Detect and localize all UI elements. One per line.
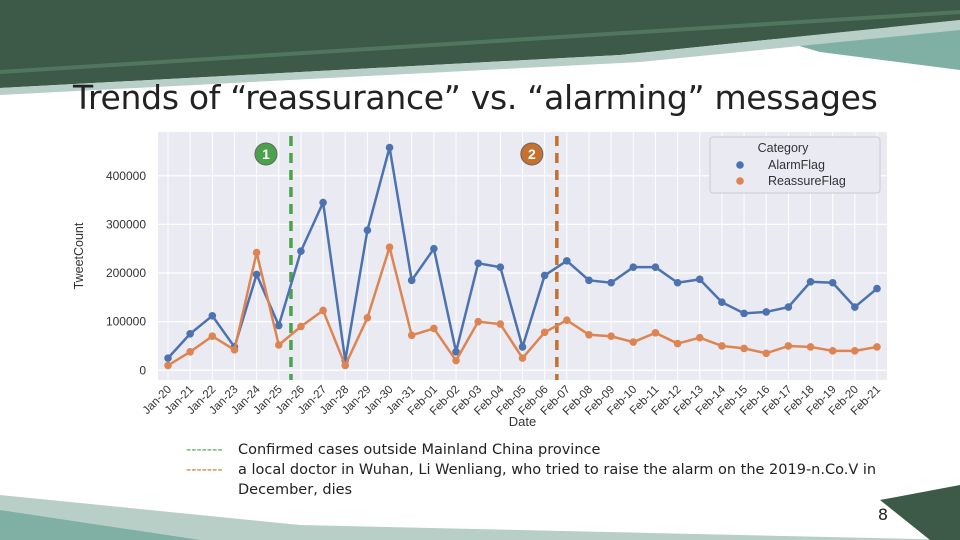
legend-title: Category xyxy=(758,141,809,155)
data-point-alarmflag xyxy=(208,312,217,320)
green-dash-marker: ------- xyxy=(186,442,223,458)
data-point-reassureflag xyxy=(540,328,549,337)
page-number: 8 xyxy=(877,505,888,524)
note-text-doctor: a local doctor in Wuhan, Li Wenliang, wh… xyxy=(238,462,877,498)
y-tick-label: 400000 xyxy=(106,169,146,183)
data-point-alarmflag xyxy=(828,278,837,287)
data-point-alarmflag xyxy=(518,343,527,351)
data-point-alarmflag xyxy=(474,259,482,268)
note-text-confirmed-cases: Confirmed cases outside Mainland China p… xyxy=(238,442,601,458)
data-point-alarmflag xyxy=(407,276,416,285)
legend-label: AlarmFlag xyxy=(768,158,825,172)
legend-marker xyxy=(736,161,744,169)
data-point-reassureflag xyxy=(806,343,815,351)
data-point-reassureflag xyxy=(851,347,859,355)
data-point-alarmflag xyxy=(496,263,505,271)
data-point-reassureflag xyxy=(474,317,482,326)
footer-decoration xyxy=(0,485,960,540)
legend-label: ReassureFlag xyxy=(768,174,846,188)
data-point-reassureflag xyxy=(496,320,505,328)
data-point-alarmflag xyxy=(186,330,194,338)
data-point-reassureflag xyxy=(274,341,283,349)
y-tick-label: 300000 xyxy=(106,217,146,231)
slide-title: Trends of “reassurance” vs. “alarming” m… xyxy=(73,78,878,117)
data-point-alarmflag xyxy=(784,303,793,311)
data-point-reassureflag xyxy=(297,322,305,331)
data-point-alarmflag xyxy=(452,347,460,356)
data-point-alarmflag xyxy=(363,226,372,235)
data-point-reassureflag xyxy=(319,306,327,315)
footer-light-band xyxy=(0,495,960,540)
data-point-reassureflag xyxy=(607,332,615,341)
data-point-alarmflag xyxy=(385,143,394,152)
y-tick-label: 100000 xyxy=(106,315,146,329)
data-point-reassureflag xyxy=(186,347,194,356)
data-point-alarmflag xyxy=(629,263,638,271)
data-point-alarmflag xyxy=(806,277,815,286)
banner-light-band xyxy=(0,20,960,95)
data-point-alarmflag xyxy=(718,298,726,306)
data-point-alarmflag xyxy=(540,271,549,280)
data-point-alarmflag xyxy=(274,321,283,330)
data-point-alarmflag xyxy=(651,263,660,271)
y-tick-label: 200000 xyxy=(106,266,146,280)
data-point-reassureflag xyxy=(452,356,460,365)
data-point-alarmflag xyxy=(873,284,881,293)
note-row-doctor: ------- a local doctor in Wuhan, Li Wenl… xyxy=(186,460,878,500)
data-point-reassureflag xyxy=(828,347,837,355)
chart-notes: ------- Confirmed cases outside Mainland… xyxy=(186,440,878,500)
data-point-reassureflag xyxy=(385,243,394,252)
data-point-reassureflag xyxy=(407,331,416,340)
data-point-alarmflag xyxy=(673,278,682,287)
data-point-alarmflag xyxy=(607,278,615,287)
data-point-reassureflag xyxy=(363,313,372,322)
data-point-alarmflag xyxy=(319,198,327,207)
footer-dark-band xyxy=(880,485,960,540)
data-point-reassureflag xyxy=(563,316,571,324)
data-point-alarmflag xyxy=(585,276,593,285)
event-marker-label: 2 xyxy=(528,146,536,162)
data-point-reassureflag xyxy=(873,343,881,351)
data-point-alarmflag xyxy=(164,354,172,362)
y-tick-label: 0 xyxy=(139,363,146,377)
data-point-reassureflag xyxy=(252,248,261,257)
x-axis-label: Date xyxy=(509,414,536,429)
data-point-reassureflag xyxy=(651,329,660,337)
data-point-reassureflag xyxy=(230,346,239,354)
data-point-reassureflag xyxy=(718,342,726,350)
legend-box xyxy=(709,136,881,194)
event-marker-label: 1 xyxy=(262,146,270,162)
data-point-reassureflag xyxy=(341,361,350,370)
data-point-alarmflag xyxy=(740,309,748,318)
line-chart: 0 100000 200000 300000 400000 Jan-20 Jan-21 Jan… xyxy=(65,130,895,435)
y-axis-label: TweetCount xyxy=(72,222,86,289)
footer-teal-band xyxy=(0,510,200,540)
data-point-reassureflag xyxy=(695,333,704,342)
chart-svg: 0100000200000300000400000Jan-20Jan-21Jan… xyxy=(72,132,887,429)
data-point-alarmflag xyxy=(297,247,305,255)
data-point-reassureflag xyxy=(585,330,593,339)
data-point-reassureflag xyxy=(740,344,748,353)
data-point-reassureflag xyxy=(208,332,217,341)
legend-marker xyxy=(736,177,744,185)
data-point-alarmflag xyxy=(762,308,771,316)
note-row-confirmed-cases: ------- Confirmed cases outside Mainland… xyxy=(186,440,878,460)
data-point-alarmflag xyxy=(695,275,704,284)
data-point-reassureflag xyxy=(629,338,638,346)
data-point-reassureflag xyxy=(762,349,771,358)
data-point-reassureflag xyxy=(784,342,793,350)
data-point-reassureflag xyxy=(430,324,438,333)
data-point-reassureflag xyxy=(673,339,682,348)
event-marker-badge xyxy=(520,142,544,166)
data-point-reassureflag xyxy=(164,361,172,370)
data-point-alarmflag xyxy=(430,244,438,253)
data-point-alarmflag xyxy=(851,303,859,311)
banner-green-strip xyxy=(0,10,960,74)
data-point-reassureflag xyxy=(518,354,527,362)
data-point-alarmflag xyxy=(252,270,261,279)
event-marker-badge xyxy=(254,142,278,166)
data-point-alarmflag xyxy=(563,257,571,265)
header-banner xyxy=(0,0,960,95)
orange-dash-marker: ------- xyxy=(186,462,223,478)
